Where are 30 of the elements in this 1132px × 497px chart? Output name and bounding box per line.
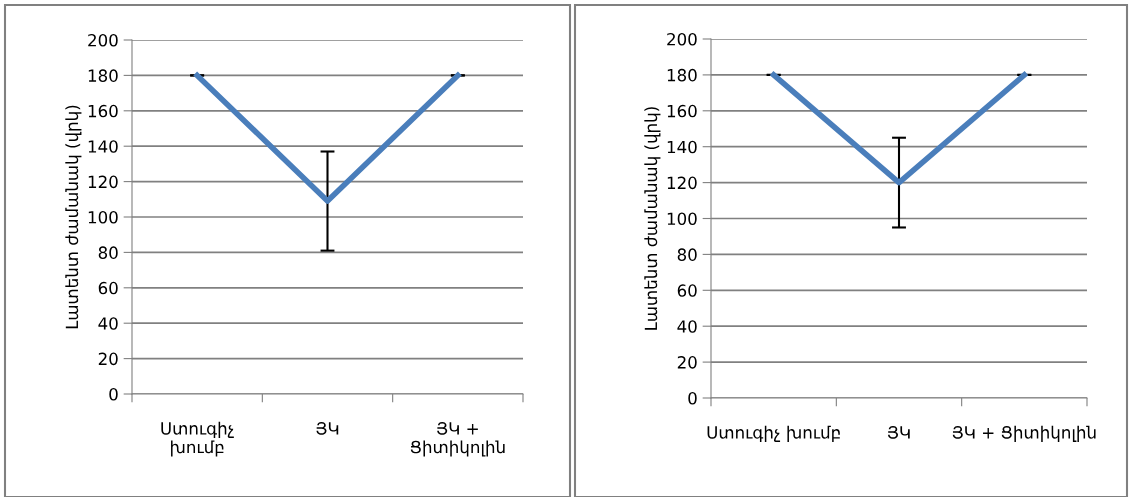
y-axis-title: Լատենտ ժամանակ (վրկ)	[65, 105, 82, 329]
y-tick-label: 60	[98, 281, 118, 295]
y-axis-title: Լատենտ ժամանակ (վրկ)	[644, 107, 661, 330]
y-tick-label: 40	[98, 317, 118, 330]
x-tick-label: ՅԿ + Ցիտիկոլին	[952, 425, 1096, 442]
y-tick-label: 200	[667, 32, 697, 46]
y-tick-label: 20	[677, 356, 697, 369]
y-tick-label: 180	[667, 68, 697, 82]
x-tick-label: ՅԿ	[316, 422, 339, 435]
x-tick-label: Ստուգիչ խումբ	[707, 425, 840, 442]
y-tick-label: 100	[88, 210, 118, 224]
y-tick-label: 60	[677, 284, 697, 297]
x-tick-label: Ստուգիչ խումբ	[161, 421, 234, 457]
y-tick-label: 0	[109, 387, 118, 401]
x-tick-label: ՅԿ	[888, 426, 910, 439]
y-tick-label: 80	[677, 248, 697, 261]
y-tick-label: 140	[88, 140, 118, 153]
y-tick-label: 20	[98, 352, 118, 366]
y-tick-label: 120	[667, 176, 697, 190]
y-tick-label: 200	[88, 33, 118, 47]
y-tick-label: 80	[98, 246, 118, 259]
y-tick-label: 180	[88, 69, 118, 82]
y-tick-label: 100	[667, 212, 697, 226]
y-tick-label: 120	[88, 175, 118, 189]
y-tick-label: 160	[88, 104, 118, 118]
y-tick-label: 140	[667, 140, 697, 154]
y-tick-label: 0	[688, 391, 697, 405]
y-tick-label: 160	[667, 104, 697, 118]
x-tick-label: ՅԿ + Ցիտիկոլին	[410, 422, 505, 457]
y-tick-label: 40	[677, 320, 697, 333]
